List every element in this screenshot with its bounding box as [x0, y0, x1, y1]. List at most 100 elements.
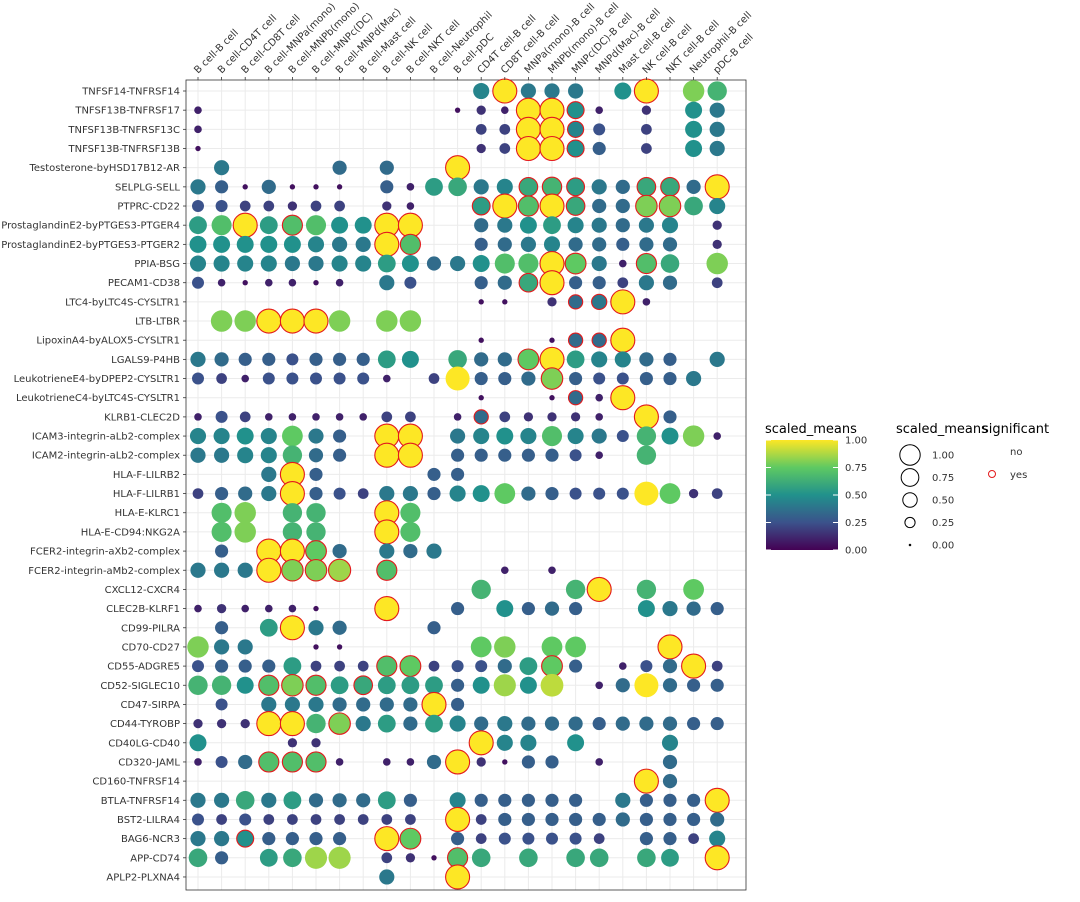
dot-ppia-bsg-b-cell-nk-cell [377, 254, 396, 273]
dot-btla-tnfrsf14-b-cell-cd4t-cell [214, 792, 230, 808]
dot-lgals9-p4hb-b-cell-b-cell [190, 351, 206, 367]
dot-btla-tnfrsf14-b-cell-mnpc-dc [308, 793, 324, 808]
dot-app-cd74-b-cell-mnpb-mono [283, 848, 302, 868]
dot-clec2b-klrf1-nk-cell-b-cell [637, 600, 655, 618]
dot-lgals9-p4hb-b-cell-nkt-cell [401, 350, 419, 368]
dot-ptprc-cd22-cd8t-cell-b-cell [492, 193, 518, 219]
dot-pecam1-cd38-pdc-b-cell [711, 277, 723, 289]
dot-clec2b-klrf1-neutrophil-b-cell [686, 601, 701, 616]
dot-cd44-tyrobp-b-cell-nkt-cell [403, 716, 418, 731]
y-tick-label-cd47-sirpa: CD47-SIRPA [121, 700, 181, 711]
dot-leukotrienee4-bydpep2-cysltr1-mast-cell-b-cell [616, 372, 629, 385]
dot-bst2-lilra4-b-cell-pdc [445, 806, 471, 833]
dot-cd47-sirpa-b-cell-mnpa-mono [261, 696, 277, 713]
dot-ptprc-cd22-mnpd-mac-b-cell [592, 198, 607, 214]
dot-selplg-sell-mnpd-mac-b-cell [591, 179, 607, 195]
dot-bst2-lilra4-b-cell-mnpa-mono [263, 814, 275, 825]
dot-app-cd74-cd4t-cell-b-cell [471, 848, 491, 868]
y-tick-label-ltb-ltbr: LTB-LTBR [135, 317, 180, 328]
dot-tnfsf13b-tnfrsf13c-b-cell-b-cell [194, 125, 202, 134]
dot-klrb1-clec2d-mnpb-mono-b-cell [547, 412, 557, 422]
dot-pecam1-cd38-b-cell-mnpa-mono [265, 278, 273, 287]
dot-fcer2-integrin-amb2-complex-mnpb-mono-b-cell [548, 566, 556, 575]
dot-fcer2-integrin-amb2-complex-b-cell-mnpa-mono [256, 557, 282, 583]
dot-clec2b-klrf1-mnpc-dc-b-cell [569, 602, 583, 616]
dot-cd52-siglec10-b-cell-mnpb-mono [281, 673, 304, 697]
dot-bst2-lilra4-b-cell-nkt-cell [405, 814, 416, 825]
dot-hla-f-lilrb2-b-cell-mnpa-mono [261, 466, 277, 482]
dot-lipoxina4-byalox5-cysltr1-mast-cell-b-cell [610, 327, 636, 353]
dot-lgals9-p4hb-b-cell-nk-cell [377, 350, 396, 369]
dot-klrb1-clec2d-b-cell-mnpd-mac [335, 413, 344, 421]
y-tick-label-cd40lg-cd40: CD40LG-CD40 [108, 738, 180, 749]
significance-key-yes-symbol [988, 470, 996, 478]
dot-cd320-jaml-mnpd-mac-b-cell [595, 758, 603, 766]
dot-app-cd74-pdc-b-cell [704, 845, 730, 871]
dot-bst2-lilra4-nk-cell-b-cell [639, 812, 653, 827]
dot-prostaglandine2-byptges3-ptger2-b-cell-mnpc-dc [307, 236, 325, 253]
dot-hla-f-lilrb2-b-cell-mnpc-dc [309, 467, 323, 481]
y-tick-label-tnfsf13b-tnfrsf17: TNFSF13B-TNFRSF17 [74, 106, 180, 117]
dot-clec2b-klrf1-b-cell-b-cell [194, 604, 202, 613]
dot-cd55-adgre5-mnpa-mono-b-cell [519, 657, 538, 675]
dot-bag6-ncr3-b-cell-mnpc-dc [309, 832, 323, 846]
dot-pecam1-cd38-b-cell-nk-cell [379, 275, 395, 291]
dot-hla-e-klrc1-b-cell-nkt-cell [400, 502, 421, 523]
dot-btla-tnfrsf14-nk-cell-b-cell [639, 793, 653, 807]
dot-cd320-jaml-b-cell-neutrophil [426, 754, 442, 770]
dot-btla-tnfrsf14-b-cell-cd8t-cell [235, 790, 255, 810]
dot-cd70-cd27-b-cell-cd4t-cell [214, 639, 230, 655]
dot-ppia-bsg-b-cell-b-cell [189, 255, 207, 272]
y-tick-label-icam3-integrin-alb2-complex: ICAM3-integrin-aLb2-complex [32, 432, 180, 443]
dot-ppia-bsg-mnpa-mono-b-cell [518, 253, 539, 274]
dot-cd70-cd27-b-cell-mnpc-dc [313, 644, 319, 650]
size-legend-label: 0.75 [932, 473, 954, 484]
dot-pecam1-cd38-b-cell-b-cell [192, 276, 204, 289]
dot-ltc4-byltc4s-cysltr1-cd4t-cell-b-cell [478, 299, 484, 305]
dot-cd52-siglec10-cd8t-cell-b-cell [493, 674, 516, 697]
dot-hla-f-lilrb1-cd8t-cell-b-cell [494, 483, 516, 504]
dot-klrb1-clec2d-mnpd-mac-b-cell [595, 413, 603, 421]
dot-cd70-cd27-cd4t-cell-b-cell [470, 636, 492, 658]
dot-tnfsf13b-tnfrsf13c-nk-cell-b-cell [641, 123, 652, 135]
dot-btla-tnfrsf14-b-cell-b-cell [190, 792, 206, 808]
dot-ppia-bsg-mnpd-mac-b-cell [591, 255, 607, 272]
dot-ptprc-cd22-b-cell-mnpc-dc [310, 200, 322, 212]
dot-pecam1-cd38-b-cell-mnpd-mac [335, 278, 344, 287]
dot-cd55-adgre5-b-cell-b-cell [192, 660, 204, 673]
dot-hla-e-klrc1-b-cell-mnpc-dc [306, 503, 326, 523]
significance-legend: significant no yes [982, 422, 1049, 481]
dot-tnfsf13b-tnfrsf17-mnpd-mac-b-cell [595, 106, 603, 114]
dot-app-cd74-b-cell-cd4t-cell [215, 851, 229, 865]
dot-leukotrienee4-bydpep2-cysltr1-cd4t-cell-b-cell [474, 371, 488, 386]
dot-fcer2-integrin-amb2-complex-b-cell-mnpc-dc [304, 558, 328, 582]
significance-key-yes-label: yes [1010, 470, 1027, 481]
dot-ppia-bsg-nkt-cell-b-cell [660, 254, 680, 273]
dot-hla-e-cd94-nkg2a-b-cell-nkt-cell [400, 521, 421, 542]
dot-bst2-lilra4-b-cell-cd4t-cell [216, 814, 227, 825]
dot-cd55-adgre5-b-cell-mast-cell [357, 660, 369, 672]
y-tick-label-bag6-ncr3: BAG6-NCR3 [121, 834, 180, 845]
dot-cd40lg-cd40-cd8t-cell-b-cell [496, 734, 513, 751]
y-tick-label-hla-e-klrc1: HLA-E-KLRC1 [115, 508, 180, 519]
dot-cd320-jaml-cd8t-cell-b-cell [502, 759, 508, 765]
dot-ptprc-cd22-mnpa-mono-b-cell [517, 195, 539, 217]
dot-ppia-bsg-b-cell-mast-cell [355, 255, 372, 272]
dot-hla-e-klrc1-b-cell-mnpb-mono [282, 503, 303, 523]
y-tick-label-cd320-jaml: CD320-JAML [118, 757, 180, 768]
dot-ptprc-cd22-b-cell-mnpb-mono [287, 201, 298, 211]
dot-cd44-tyrobp-cd4t-cell-b-cell [474, 716, 489, 731]
y-tick-label-cd99-pilra: CD99-PILRA [121, 623, 180, 634]
dot-app-cd74-b-cell-mnpc-dc [304, 846, 328, 869]
dot-cd99-pilra-b-cell-cd4t-cell [215, 621, 229, 635]
dot-leukotrienee4-bydpep2-cysltr1-nk-cell-b-cell [639, 371, 653, 386]
dot-cd52-siglec10-b-cell-mnpc-dc [305, 674, 327, 696]
dot-prostaglandine2-byptges3-ptger2-b-cell-mnpa-mono [260, 235, 278, 253]
dot-app-cd74-b-cell-b-cell [188, 848, 208, 868]
dot-klrb1-clec2d-nkt-cell-b-cell [663, 410, 677, 424]
dot-selplg-sell-b-cell-mnpb-mono [289, 184, 296, 190]
dot-cd52-siglec10-nk-cell-b-cell [634, 673, 659, 698]
dot-bst2-lilra4-b-cell-mast-cell [357, 814, 369, 825]
dot-fcer2-integrin-amb2-complex-b-cell-cd8t-cell [237, 562, 253, 578]
dot-lipoxina4-byalox5-cysltr1-cd4t-cell-b-cell [478, 337, 484, 343]
